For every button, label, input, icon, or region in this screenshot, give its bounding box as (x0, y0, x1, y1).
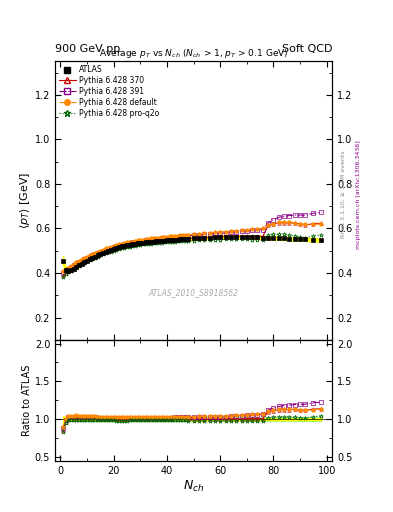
X-axis label: $N_{ch}$: $N_{ch}$ (183, 478, 204, 494)
Text: 900 GeV pp: 900 GeV pp (55, 44, 120, 54)
Y-axis label: Ratio to ATLAS: Ratio to ATLAS (22, 365, 32, 436)
Title: Average $p_T$ vs $N_{ch}$ ($N_{ch}$ > 1, $p_T$ > 0.1 GeV): Average $p_T$ vs $N_{ch}$ ($N_{ch}$ > 1,… (99, 47, 288, 60)
Text: Rivet 3.1.10, ≥ 3.4M events: Rivet 3.1.10, ≥ 3.4M events (341, 151, 346, 239)
Y-axis label: $\langle p_T \rangle$ [GeV]: $\langle p_T \rangle$ [GeV] (18, 172, 32, 229)
Text: Soft QCD: Soft QCD (282, 44, 332, 54)
Legend: ATLAS, Pythia 6.428 370, Pythia 6.428 391, Pythia 6.428 default, Pythia 6.428 pr: ATLAS, Pythia 6.428 370, Pythia 6.428 39… (57, 63, 160, 119)
Text: ATLAS_2010_S8918562: ATLAS_2010_S8918562 (149, 288, 239, 297)
Text: mcplots.cern.ch [arXiv:1306.3436]: mcplots.cern.ch [arXiv:1306.3436] (356, 140, 361, 249)
